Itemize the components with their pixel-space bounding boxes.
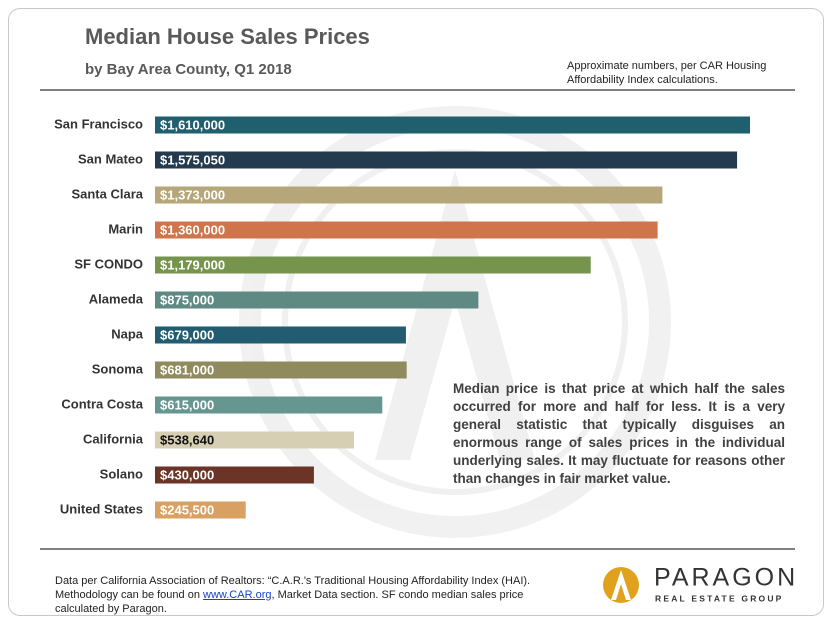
- chart-title: Median House Sales Prices: [85, 24, 370, 49]
- y-tick-label: California: [83, 431, 144, 446]
- value-label: $615,000: [160, 397, 214, 412]
- value-label: $1,373,000: [160, 187, 225, 202]
- bar: [155, 396, 383, 414]
- bar: [155, 326, 406, 344]
- bar: [155, 221, 658, 239]
- y-tick-label: San Francisco: [54, 116, 143, 131]
- value-label: $538,640: [160, 432, 214, 447]
- y-tick-label: Marin: [108, 221, 143, 236]
- value-label: $1,179,000: [160, 257, 225, 272]
- footer-text: , Market Data section. SF condo median s…: [55, 589, 524, 615]
- bar: [155, 291, 479, 309]
- footer: Data per California Association of Realt…: [55, 574, 560, 616]
- value-label: $1,360,000: [160, 222, 225, 237]
- value-label: $245,500: [160, 502, 214, 517]
- value-label: $681,000: [160, 362, 214, 377]
- bar: [155, 256, 591, 274]
- y-tick-label: Santa Clara: [71, 186, 143, 201]
- bar: [155, 501, 246, 519]
- value-label: $1,575,050: [160, 152, 225, 167]
- bar: [155, 151, 738, 169]
- y-tick-label: San Mateo: [78, 151, 143, 166]
- value-label: $679,000: [160, 327, 214, 342]
- bar: [155, 466, 314, 484]
- y-tick-label: Sonoma: [92, 361, 144, 376]
- value-label: $1,610,000: [160, 117, 225, 132]
- y-tick-label: Contra Costa: [61, 396, 143, 411]
- y-tick-label: SF CONDO: [74, 256, 143, 271]
- bar: [155, 186, 663, 204]
- y-tick-label: Alameda: [89, 291, 144, 306]
- logo-name: PARAGON: [654, 564, 798, 592]
- card: [8, 8, 824, 616]
- value-label: $430,000: [160, 467, 214, 482]
- y-tick-label: Solano: [100, 466, 143, 481]
- chart-subtitle: by Bay Area County, Q1 2018: [85, 61, 292, 78]
- footer-link[interactable]: www.CAR.org: [203, 589, 272, 601]
- bar: [155, 361, 407, 379]
- logo-tagline: REAL ESTATE GROUP: [655, 593, 784, 603]
- logo: PARAGON REAL ESTATE GROUP: [603, 564, 798, 603]
- bar: [155, 431, 355, 449]
- annotation: Median price is that price at which half…: [453, 381, 785, 486]
- value-label: $875,000: [160, 292, 214, 307]
- footer-text: Data per California Association of Realt…: [55, 575, 531, 601]
- y-tick-label: Napa: [111, 326, 144, 341]
- note: Approximate numbers, per CAR Housing Aff…: [567, 60, 767, 86]
- bar: [155, 116, 750, 134]
- y-tick-label: United States: [60, 501, 143, 516]
